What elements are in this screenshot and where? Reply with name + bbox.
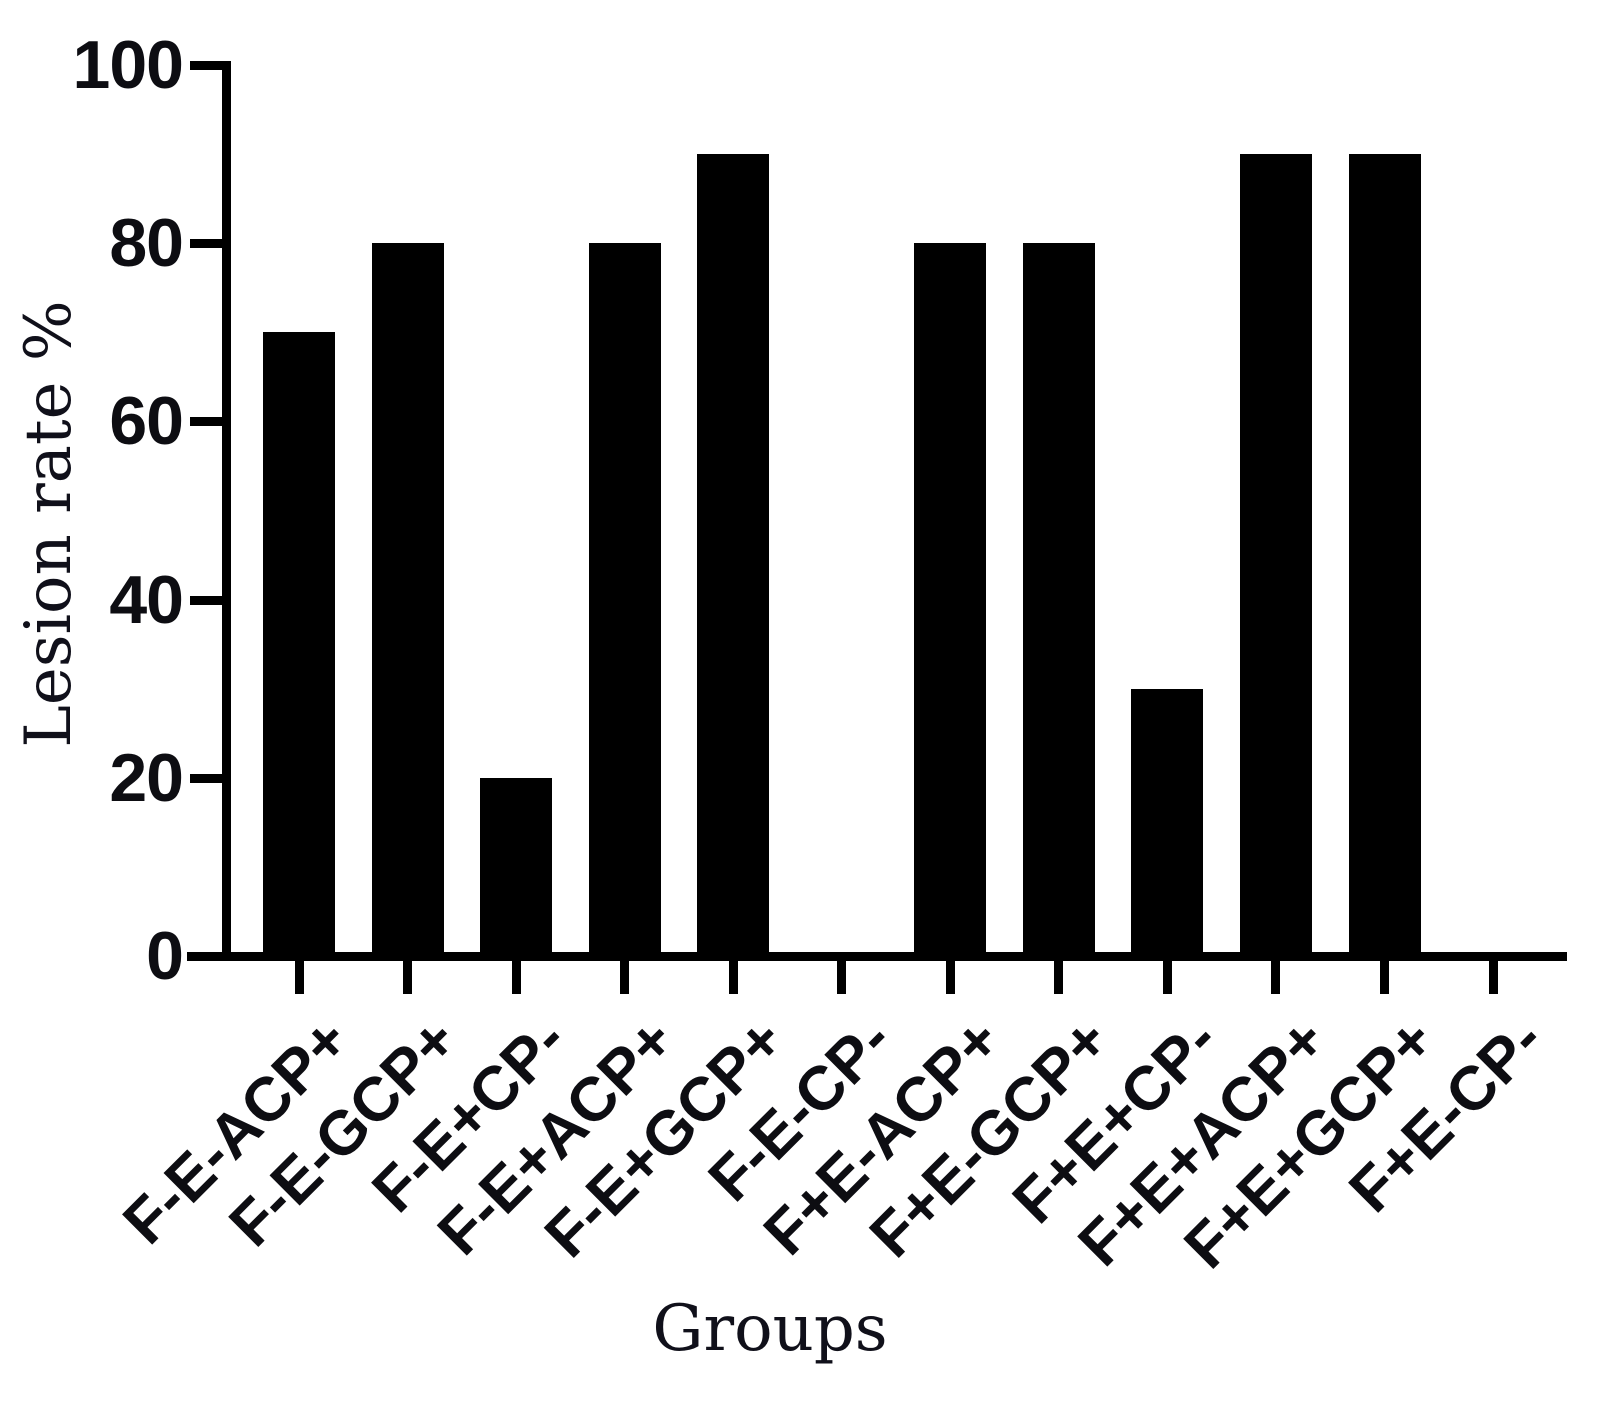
x-axis-title: Groups bbox=[652, 1292, 888, 1366]
x-tick bbox=[728, 952, 738, 994]
y-tick-label: 20 bbox=[109, 739, 184, 816]
x-tick bbox=[1488, 952, 1498, 994]
x-tick bbox=[1271, 952, 1281, 994]
bar bbox=[1022, 243, 1095, 961]
y-tick bbox=[190, 239, 226, 249]
y-tick-label: 100 bbox=[72, 27, 184, 103]
bar bbox=[697, 154, 770, 961]
bar bbox=[1131, 688, 1204, 961]
bar bbox=[480, 777, 553, 961]
y-tick bbox=[190, 595, 226, 605]
y-tick-label: 60 bbox=[109, 383, 184, 460]
y-axis-line bbox=[222, 61, 231, 961]
x-tick bbox=[294, 952, 304, 994]
x-tick bbox=[403, 952, 413, 994]
x-tick bbox=[511, 952, 521, 994]
x-tick bbox=[837, 952, 847, 994]
y-axis-title: Lesion rate % bbox=[12, 300, 86, 748]
y-tick bbox=[190, 417, 226, 427]
x-tick bbox=[1054, 952, 1064, 994]
y-tick-label: 40 bbox=[109, 561, 184, 638]
bar bbox=[1348, 154, 1421, 961]
y-tick-label: 0 bbox=[146, 918, 184, 994]
bar bbox=[263, 332, 335, 961]
x-tick bbox=[1162, 952, 1172, 994]
y-tick bbox=[190, 773, 226, 783]
y-tick bbox=[190, 61, 226, 70]
x-tick bbox=[1380, 952, 1389, 994]
bar bbox=[914, 243, 987, 961]
x-tick bbox=[620, 952, 630, 994]
y-tick-label: 80 bbox=[109, 205, 184, 282]
x-tick bbox=[945, 952, 955, 994]
y-tick bbox=[190, 952, 226, 961]
x-axis-line bbox=[187, 952, 1567, 961]
bar bbox=[1239, 154, 1312, 961]
bar bbox=[371, 243, 444, 961]
bar bbox=[588, 243, 661, 961]
